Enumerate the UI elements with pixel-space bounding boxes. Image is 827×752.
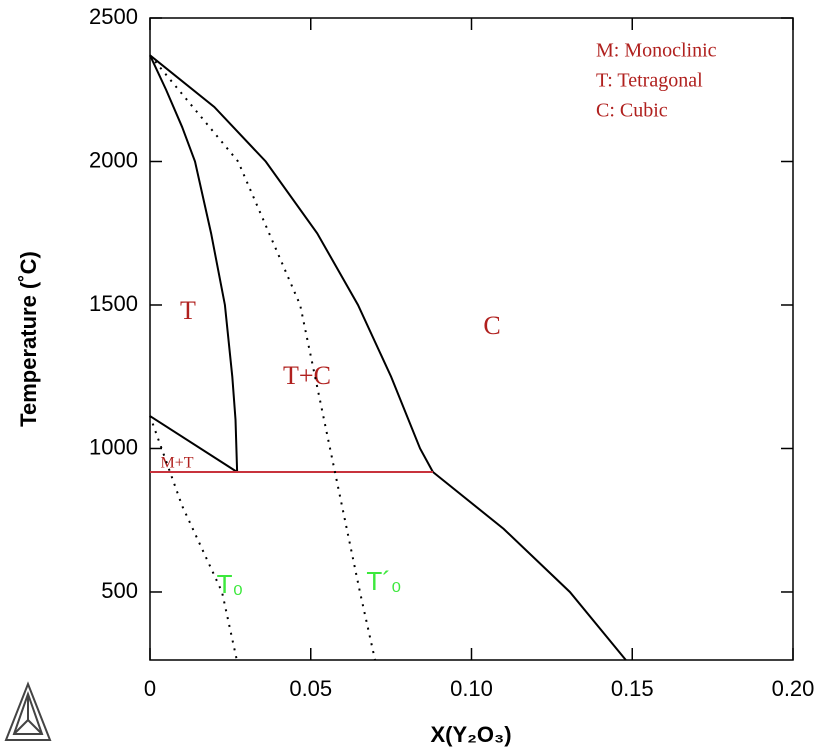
y-axis-label: Temperature (˚C) (16, 251, 41, 427)
curve-label: T´₀ (366, 566, 401, 596)
x-tick-label: 0 (144, 676, 156, 701)
region-label: T+C (283, 361, 331, 390)
phase-boundary (149, 415, 238, 661)
legend-text: M: Monoclinic (596, 40, 717, 62)
region-label: C (483, 311, 500, 340)
x-tick-label: 0.10 (450, 676, 493, 701)
y-tick-label: 500 (101, 578, 138, 603)
x-tick-label: 0.05 (289, 676, 332, 701)
logo (4, 681, 52, 741)
phase-boundary (149, 54, 434, 473)
region-label: M+T (160, 455, 193, 472)
legend-text: T: Tetragonal (596, 70, 703, 92)
y-tick-label: 1000 (89, 434, 138, 459)
y-tick-label: 1500 (89, 291, 138, 316)
region-label: T (180, 296, 196, 325)
phase-boundary (149, 54, 239, 473)
phase-boundary (149, 54, 377, 661)
curve-label: T₀ (217, 569, 244, 599)
x-axis-label: X(Y₂O₃) (430, 722, 511, 747)
phase-boundary (149, 415, 238, 473)
y-tick-label: 2500 (89, 4, 138, 29)
legend-text: C: Cubic (596, 100, 668, 122)
plot-frame (149, 17, 794, 661)
x-tick-label: 0.20 (772, 676, 815, 701)
y-tick-label: 2000 (89, 147, 138, 172)
phase-boundary (432, 471, 627, 661)
x-tick-label: 0.15 (611, 676, 654, 701)
